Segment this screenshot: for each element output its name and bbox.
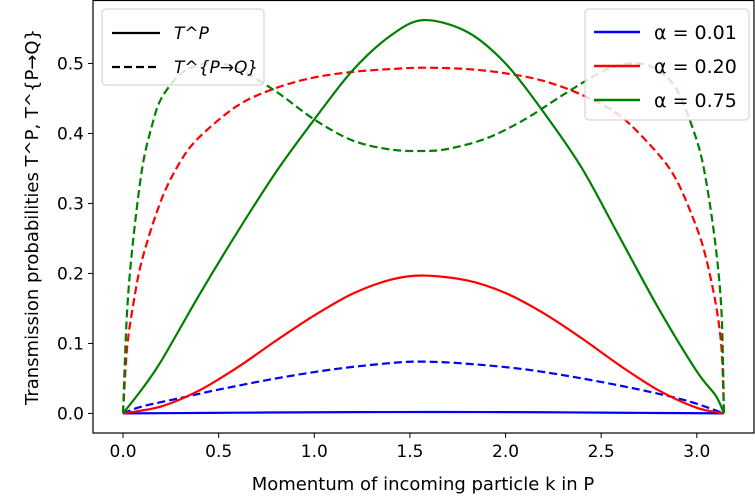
y-axis-ticks: 0.0 0.1 0.2 0.3 0.4 0.5: [57, 54, 93, 424]
y-tick-label: 0.1: [57, 334, 84, 354]
x-axis-label: Momentum of incoming particle k in P: [252, 474, 595, 495]
legend-alpha-label: α = 0.75: [654, 90, 737, 112]
series-alpha-0.20-reflection: [122, 274, 725, 415]
plot-frame: [92, 0, 755, 434]
legend-linestyle: T^P T^{P→Q}: [101, 8, 265, 86]
series-alpha-0.75-reflection: [122, 18, 725, 415]
legend-alpha-label: α = 0.01: [654, 22, 737, 44]
series-alpha-0.01-reflection: [123, 410, 724, 415]
series-lines: [121, 18, 725, 415]
y-tick-label: 0.3: [57, 194, 84, 214]
x-tick-label: 0.0: [110, 442, 137, 462]
legend-alpha: α = 0.01 α = 0.20 α = 0.75: [584, 8, 750, 121]
series-alpha-0.75-transfer: [121, 62, 725, 414]
x-tick-label: 2.0: [492, 442, 519, 462]
legend-linestyle-label: T^P: [174, 24, 210, 44]
x-tick-label: 3.0: [683, 442, 710, 462]
y-axis-label: Transmission probabilities T^P, T^{P→Q}: [22, 29, 43, 406]
legend-alpha-box: [584, 8, 750, 121]
x-tick-label: 1.5: [396, 442, 423, 462]
x-tick-label: 0.5: [205, 442, 232, 462]
x-axis-ticks: 0.0 0.5 1.0 1.5 2.0 2.5 3.0: [110, 433, 710, 462]
series-alpha-0.20-transfer: [121, 66, 725, 414]
y-tick-label: 0.2: [57, 264, 84, 284]
y-tick-label: 0.5: [57, 54, 84, 74]
legend-alpha-label: α = 0.20: [654, 56, 737, 78]
legend-linestyle-label: T^{P→Q}: [174, 58, 258, 78]
x-tick-label: 2.5: [588, 442, 615, 462]
x-tick-label: 1.0: [301, 442, 328, 462]
y-tick-label: 0.0: [57, 404, 84, 424]
y-tick-label: 0.4: [57, 124, 84, 144]
series-alpha-0.01-transfer: [122, 360, 725, 415]
